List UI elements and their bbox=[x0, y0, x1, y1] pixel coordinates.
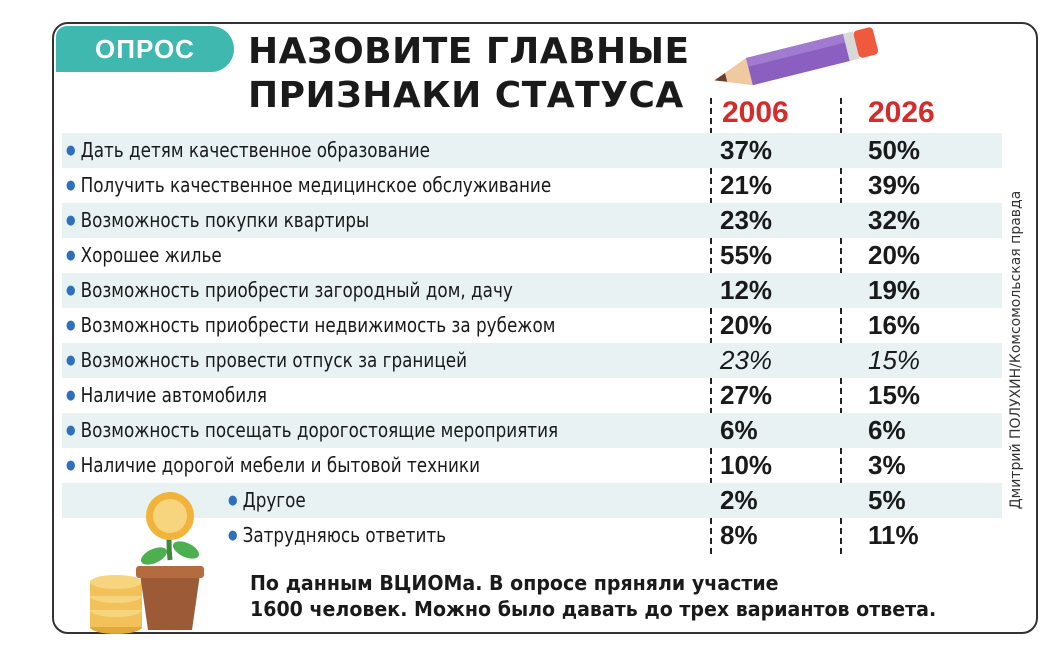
table-row: Возможность посещать дорогостоящие мероп… bbox=[62, 413, 1002, 448]
row-label: Возможность посещать дорогостоящие мероп… bbox=[66, 413, 559, 448]
row-label: Получить качественное медицинское обслуж… bbox=[66, 168, 552, 203]
table-row: Возможность приобрести загородный дом, д… bbox=[62, 273, 1002, 308]
value-2006: 27% bbox=[720, 380, 773, 410]
footnote-line-1: По данным ВЦИОМа. В опросе пряняли участ… bbox=[250, 571, 779, 595]
value-2006: 6% bbox=[720, 415, 758, 445]
table-row: Наличие автомобиля 27% 15% bbox=[62, 378, 1002, 413]
value-2026: 50% bbox=[868, 135, 921, 165]
value-2026: 3% bbox=[868, 450, 906, 480]
value-2026: 15% bbox=[868, 380, 921, 410]
table-row: Затрудняюсь ответить 8% 11% bbox=[62, 518, 1002, 553]
value-2026: 32% bbox=[868, 205, 921, 235]
table-row: Возможность покупки квартиры 23% 32% bbox=[62, 203, 1002, 238]
table-row: Возможность приобрести недвижимость за р… bbox=[62, 308, 1002, 343]
row-label: Хорошее жилье bbox=[66, 238, 222, 273]
table-row: Возможность провести отпуск за границей 2… bbox=[62, 343, 1002, 378]
value-2026: 11% bbox=[868, 520, 919, 550]
row-label: Возможность приобрести загородный дом, д… bbox=[66, 273, 513, 308]
title-line-1: НАЗОВИТЕ ГЛАВНЫЕ bbox=[248, 31, 690, 72]
value-2006: 21% bbox=[720, 170, 773, 200]
coin-plant-icon bbox=[90, 492, 204, 634]
row-label: Другое bbox=[228, 483, 306, 518]
survey-badge: ОПРОС bbox=[56, 26, 234, 72]
value-2026: 19% bbox=[868, 275, 921, 305]
row-label: Наличие автомобиля bbox=[66, 378, 267, 413]
value-2006: 23% bbox=[720, 205, 773, 235]
title-line-2: ПРИЗНАКИ СТАТУСА bbox=[248, 75, 684, 116]
value-2006: 8% bbox=[720, 520, 758, 550]
value-2006: 37% bbox=[720, 135, 773, 165]
value-2006: 10% bbox=[720, 450, 773, 480]
table-row: Хорошее жилье 55% 20% bbox=[62, 238, 1002, 273]
value-2026: 20% bbox=[868, 240, 921, 270]
pencil-icon bbox=[714, 27, 879, 86]
value-2026: 16% bbox=[868, 310, 921, 340]
value-2006: 23% bbox=[720, 345, 773, 375]
page-title: НАЗОВИТЕ ГЛАВНЫЕ ПРИЗНАКИ СТАТУСА bbox=[248, 30, 690, 118]
column-header-2006: 2006 bbox=[722, 96, 789, 129]
value-2026: 39% bbox=[868, 170, 921, 200]
table-row: Наличие дорогой мебели и бытовой техники… bbox=[62, 448, 1002, 483]
value-2006: 2% bbox=[720, 485, 758, 515]
column-divider-right bbox=[840, 98, 842, 554]
value-2026: 5% bbox=[868, 485, 906, 515]
row-label: Дать детям качественное образование bbox=[66, 133, 430, 168]
value-2026: 15% bbox=[868, 345, 921, 375]
column-divider-left bbox=[710, 98, 712, 554]
footnote: По данным ВЦИОМа. В опросе пряняли участ… bbox=[250, 570, 936, 622]
row-label: Возможность приобрести недвижимость за р… bbox=[66, 308, 556, 343]
row-label: Возможность покупки квартиры bbox=[66, 203, 370, 238]
footnote-line-2: 1600 человек. Можно было давать до трех … bbox=[250, 597, 937, 621]
table-row: Получить качественное медицинское обслуж… bbox=[62, 168, 1002, 203]
value-2006: 12% bbox=[720, 275, 773, 305]
table-row: Другое 2% 5% bbox=[62, 483, 1002, 518]
value-2026: 6% bbox=[868, 415, 906, 445]
row-label: Наличие дорогой мебели и бытовой техники bbox=[66, 448, 480, 483]
column-header-2026: 2026 bbox=[868, 96, 935, 129]
table-row: Дать детям качественное образование 37% 50… bbox=[62, 133, 1002, 168]
photo-credit: Дмитрий ПОЛУХИН/Комсомольская правда bbox=[1004, 170, 1028, 530]
credit-text: Дмитрий ПОЛУХИН/Комсомольская правда bbox=[1008, 190, 1024, 510]
value-2006: 55% bbox=[720, 240, 773, 270]
row-label: Возможность провести отпуск за границей bbox=[66, 343, 467, 378]
row-label: Затрудняюсь ответить bbox=[228, 518, 446, 553]
value-2006: 20% bbox=[720, 310, 773, 340]
